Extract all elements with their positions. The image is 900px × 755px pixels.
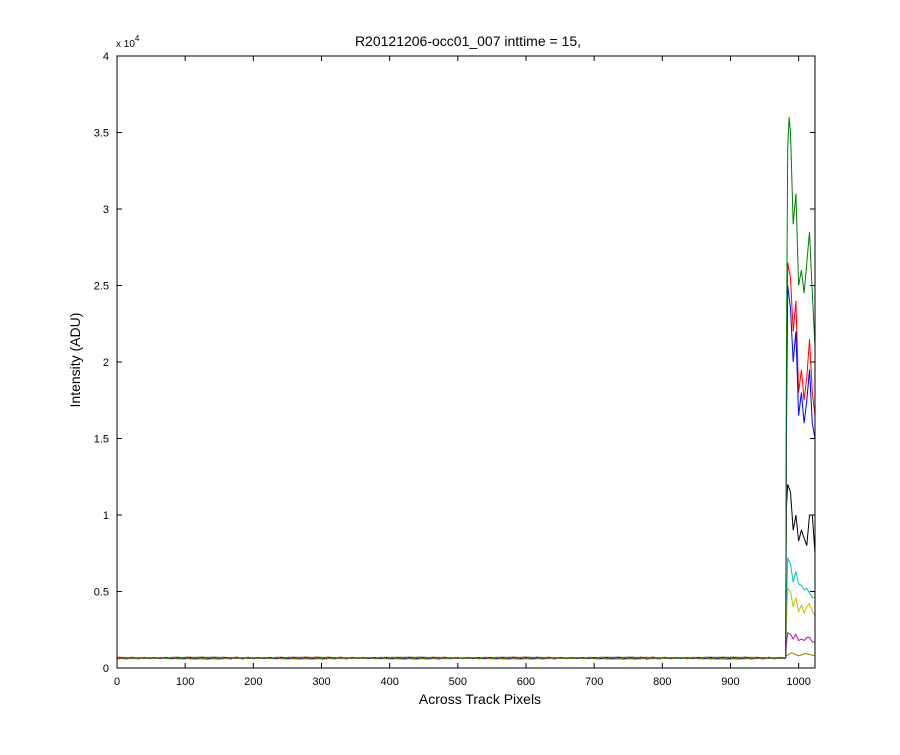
chart-title: R20121206-occ01_007 inttime = 15, — [355, 33, 581, 49]
y-tick-label: 0 — [103, 663, 109, 675]
y-tick-label: 4 — [103, 51, 109, 63]
series-line — [117, 117, 816, 660]
y-tick-label: 1.5 — [94, 434, 109, 446]
series-line — [116, 652, 816, 660]
series-line — [116, 557, 815, 660]
y-tick-label: 3 — [103, 204, 109, 216]
x-tick-label: 0 — [114, 676, 120, 688]
y-tick-label: 0.5 — [94, 587, 109, 599]
x-tick-label: 700 — [585, 676, 603, 688]
axes-box — [116, 55, 816, 669]
x-tick-label: 800 — [653, 676, 671, 688]
x-tick-label: 100 — [176, 676, 194, 688]
y-exponent-power: 4 — [135, 34, 140, 43]
x-tick-label: 1000 — [786, 676, 810, 688]
x-axis-label: Across Track Pixels — [419, 691, 541, 707]
x-tick-label: 500 — [449, 676, 467, 688]
y-tick-label: 2.5 — [94, 281, 109, 293]
series-line — [116, 632, 815, 660]
x-axis-ticks: 0 100 200 300 400 500 600 700 800 900 1000 — [114, 56, 811, 688]
y-exponent-base: x 10 — [116, 39, 135, 50]
x-tick-label: 200 — [244, 676, 262, 688]
x-tick-label: 600 — [517, 676, 535, 688]
y-tick-label: 3.5 — [94, 128, 109, 140]
y-tick-label: 2 — [103, 357, 109, 369]
x-tick-label: 900 — [721, 676, 739, 688]
x-tick-label: 400 — [380, 676, 398, 688]
x-tick-label: 300 — [312, 676, 330, 688]
series-line — [116, 285, 816, 660]
series-layer — [116, 117, 816, 660]
series-line — [116, 262, 816, 660]
series-line — [116, 484, 816, 660]
y-axis-exponent: x 104 — [116, 34, 140, 50]
y-axis-label: Intensity (ADU) — [67, 313, 83, 408]
y-tick-label: 1 — [103, 510, 109, 522]
series-line — [116, 587, 816, 660]
y-axis-ticks: 0 0.5 1 1.5 2 2.5 3 3.5 4 — [94, 51, 815, 675]
